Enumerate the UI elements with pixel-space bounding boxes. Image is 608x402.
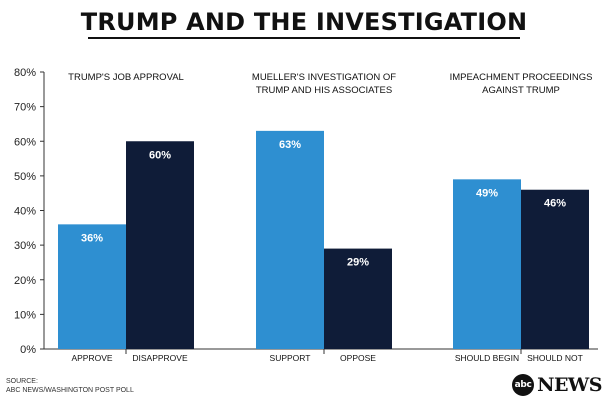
news-wordmark: NEWS — [537, 374, 602, 396]
title-underline — [88, 37, 520, 39]
abc-logo-icon: abc — [512, 374, 535, 396]
y-tick-label: 80% — [14, 67, 36, 79]
bar-value-label: 60% — [149, 149, 171, 161]
bar — [58, 224, 126, 349]
bar — [521, 189, 589, 349]
y-tick-label: 10% — [14, 309, 36, 321]
abc-news-logo: abc NEWS — [512, 374, 602, 396]
y-tick-label: 20% — [14, 275, 36, 287]
group-title: TRUMP'S JOB APPROVAL — [68, 72, 184, 83]
y-tick-label: 50% — [14, 171, 36, 183]
group-title: MUELLER'S INVESTIGATION OF — [252, 72, 396, 83]
bar-value-label: 49% — [476, 187, 498, 199]
bar-value-label: 29% — [347, 257, 369, 269]
source-label: SOURCE: — [6, 378, 38, 385]
x-category-label: APPROVE — [71, 353, 112, 363]
x-category-label: DISAPPROVE — [132, 353, 188, 363]
x-category-label: SHOULD NOT — [527, 353, 583, 363]
bar — [324, 248, 392, 349]
y-tick-label: 0% — [20, 344, 36, 356]
x-category-label: OPPOSE — [340, 353, 376, 363]
bar — [453, 179, 521, 349]
y-tick-label: 60% — [14, 136, 36, 148]
group-title: AGAINST TRUMP — [482, 85, 560, 96]
bar — [256, 130, 324, 349]
source-text: ABC NEWS/WASHINGTON POST POLL — [6, 387, 134, 394]
group-title: TRUMP AND HIS ASSOCIATES — [256, 85, 392, 96]
chart-title: TRUMP AND THE INVESTIGATION — [80, 8, 528, 36]
y-tick-label: 70% — [14, 102, 36, 114]
bar-value-label: 46% — [544, 198, 566, 210]
bar-value-label: 36% — [81, 232, 103, 244]
y-tick-label: 30% — [14, 240, 36, 252]
bar-value-label: 63% — [279, 139, 301, 151]
x-category-label: SHOULD BEGIN — [455, 353, 519, 363]
x-category-label: SUPPORT — [270, 353, 311, 363]
bar — [126, 141, 194, 349]
y-tick-label: 40% — [14, 206, 36, 218]
group-title: IMPEACHMENT PROCEEDINGS — [450, 72, 593, 83]
